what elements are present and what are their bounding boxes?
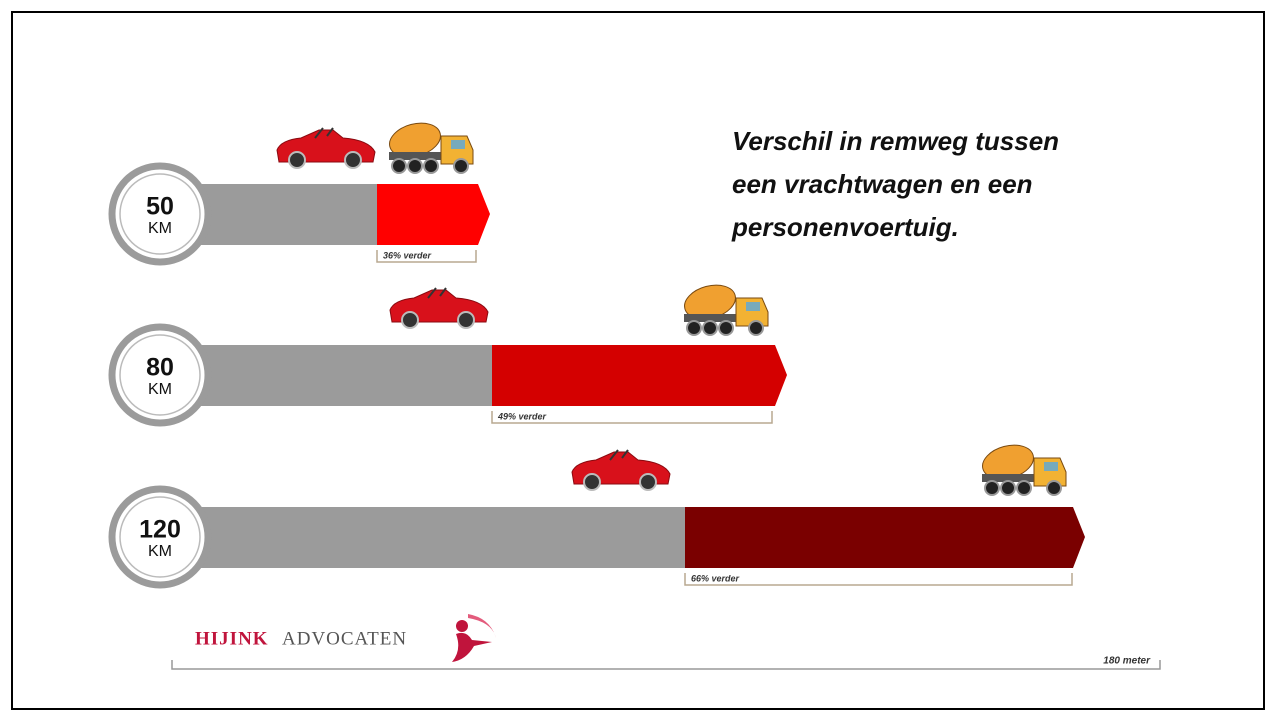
extra-distance-bar: [492, 345, 787, 406]
truck-wheel: [985, 481, 999, 495]
car-wheel: [458, 312, 474, 328]
speed-unit: KM: [148, 220, 172, 237]
car-wheel: [640, 474, 656, 490]
truck-wheel: [408, 159, 422, 173]
speed-unit: KM: [148, 381, 172, 398]
speed-value: 120: [139, 516, 181, 544]
truck-window: [1044, 462, 1058, 471]
slide: Verschil in remweg tussen een vrachtwagen…: [0, 0, 1276, 722]
speed-unit: KM: [148, 543, 172, 560]
truck-wheel: [687, 321, 701, 335]
truck-window: [746, 302, 760, 311]
truck-wheel: [392, 159, 406, 173]
truck-wheel: [749, 321, 763, 335]
truck-wheel: [454, 159, 468, 173]
difference-label: 66% verder: [691, 573, 740, 583]
car-wheel: [289, 152, 305, 168]
car-wheel: [584, 474, 600, 490]
truck-wheel: [719, 321, 733, 335]
speed-value: 80: [146, 354, 174, 382]
logo-name: HIJINK: [195, 628, 269, 649]
truck-wheel: [424, 159, 438, 173]
difference-label: 36% verder: [383, 250, 432, 260]
scale-label: 180 meter: [1103, 656, 1151, 667]
truck-wheel: [703, 321, 717, 335]
truck-window: [451, 140, 465, 149]
title-line: een vrachtwagen en een: [732, 169, 1033, 199]
truck-wheel: [1047, 481, 1061, 495]
logo-suffix: ADVOCATEN: [282, 628, 407, 649]
speed-value: 50: [146, 193, 174, 221]
truck-wheel: [1001, 481, 1015, 495]
difference-label: 49% verder: [497, 411, 547, 421]
car-wheel: [345, 152, 361, 168]
title-line: Verschil in remweg tussen: [732, 126, 1059, 156]
car-distance-bar: [160, 507, 685, 568]
extra-distance-bar: [377, 184, 490, 245]
car-wheel: [402, 312, 418, 328]
truck-wheel: [1017, 481, 1031, 495]
title-line: personenvoertuig.: [731, 212, 959, 242]
extra-distance-bar: [685, 507, 1085, 568]
